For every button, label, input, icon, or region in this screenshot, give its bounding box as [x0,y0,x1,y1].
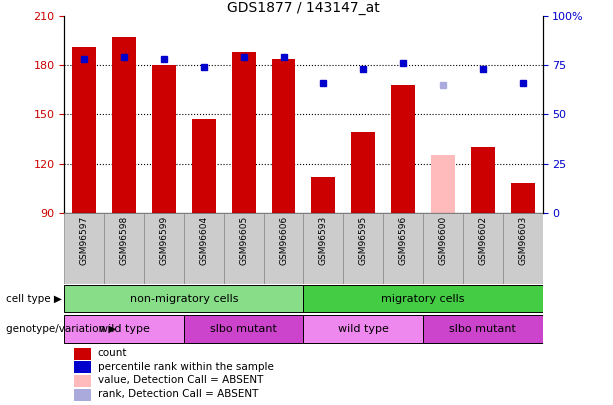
Text: GSM96605: GSM96605 [239,216,248,265]
Text: GSM96604: GSM96604 [199,216,208,265]
Bar [72,47,96,213]
Bar [184,213,224,284]
Text: GSM96602: GSM96602 [478,216,487,265]
Bar [64,285,303,312]
Bar [303,213,343,284]
Text: slbo mutant: slbo mutant [210,324,277,334]
Bar [383,213,423,284]
Text: slbo mutant: slbo mutant [449,324,516,334]
Text: genotype/variation ▶: genotype/variation ▶ [6,324,116,334]
Bar [104,213,144,284]
Text: percentile rank within the sample: percentile rank within the sample [98,362,274,372]
Text: GSM96603: GSM96603 [518,216,527,265]
Bar [343,213,383,284]
Bar [272,59,295,213]
Bar [303,315,423,343]
Text: rank, Detection Call = ABSENT: rank, Detection Call = ABSENT [98,389,258,399]
Bar [351,132,375,213]
Text: non-migratory cells: non-migratory cells [130,294,238,304]
Bar [74,389,91,401]
Text: GSM96595: GSM96595 [359,216,368,265]
Bar [152,65,176,213]
Text: cell type ▶: cell type ▶ [6,294,62,304]
Bar [463,213,503,284]
Bar [423,315,543,343]
Bar [74,361,91,373]
Text: GSM96598: GSM96598 [120,216,129,265]
Text: GSM96597: GSM96597 [80,216,89,265]
Bar [144,213,184,284]
Bar [423,213,463,284]
Bar [232,52,256,213]
Bar [64,315,184,343]
Bar [74,347,91,360]
Bar [311,177,335,213]
Text: wild type: wild type [338,324,389,334]
Text: GSM96606: GSM96606 [279,216,288,265]
Bar [64,213,104,284]
Title: GDS1877 / 143147_at: GDS1877 / 143147_at [227,1,380,15]
Text: wild type: wild type [99,324,150,334]
Bar [264,213,303,284]
Text: count: count [98,348,128,358]
Bar [192,119,216,213]
Bar [184,315,303,343]
Text: GSM96596: GSM96596 [398,216,408,265]
Text: migratory cells: migratory cells [381,294,465,304]
Bar [431,156,455,213]
Bar [224,213,264,284]
Bar [74,375,91,387]
Bar [391,85,415,213]
Text: GSM96599: GSM96599 [159,216,169,265]
Text: GSM96600: GSM96600 [438,216,447,265]
Bar [503,213,543,284]
Bar [303,285,543,312]
Text: GSM96593: GSM96593 [319,216,328,265]
Bar [112,38,136,213]
Bar [471,147,495,213]
Text: value, Detection Call = ABSENT: value, Detection Call = ABSENT [98,375,263,386]
Bar [511,183,535,213]
